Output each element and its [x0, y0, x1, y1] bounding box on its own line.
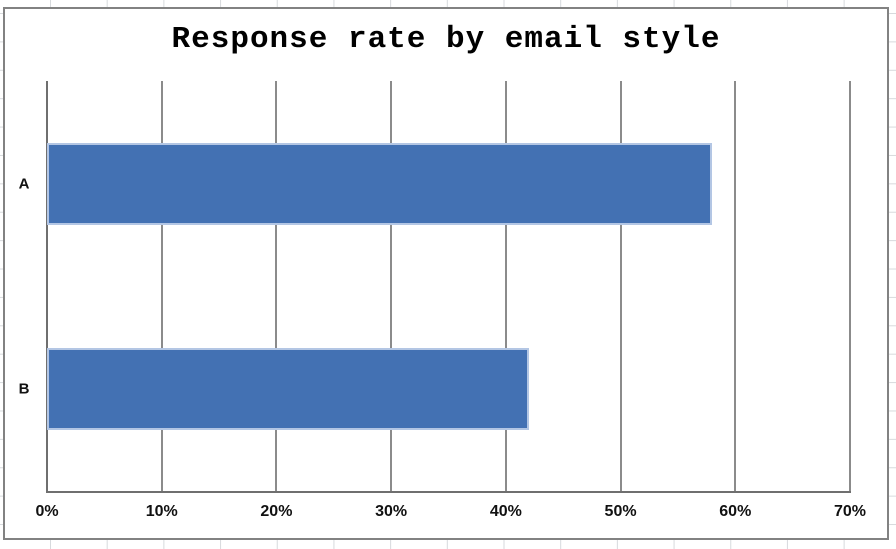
x-tick-label-40: 40%: [489, 503, 522, 520]
x-tick-label-30: 30%: [375, 503, 408, 520]
value-axis-line: [46, 81, 48, 491]
category-label-A: A: [18, 175, 30, 192]
x-tick-label-60: 60%: [719, 503, 752, 520]
x-tick-label-10: 10%: [145, 503, 178, 520]
x-tick-label-70: 70%: [833, 503, 867, 520]
x-tick-label-50: 50%: [604, 503, 637, 520]
category-label-B: B: [18, 380, 30, 397]
x-tick-label-0: 0%: [35, 503, 59, 520]
plot-area[interactable]: 0% 10% 20% 30% 40% 50% 60% 70% A B: [19, 81, 866, 520]
chart-object[interactable]: Response rate by email style 0% 10% 20% 30%…: [3, 7, 889, 540]
chart-title: Response rate by email style: [171, 22, 721, 57]
gridline-70: [849, 81, 851, 491]
x-tick-label-20: 20%: [260, 503, 293, 520]
bar-B[interactable]: [47, 347, 529, 430]
bar-A[interactable]: [47, 142, 713, 225]
category-axis-line: [46, 491, 851, 493]
gridline-60: [734, 81, 737, 491]
